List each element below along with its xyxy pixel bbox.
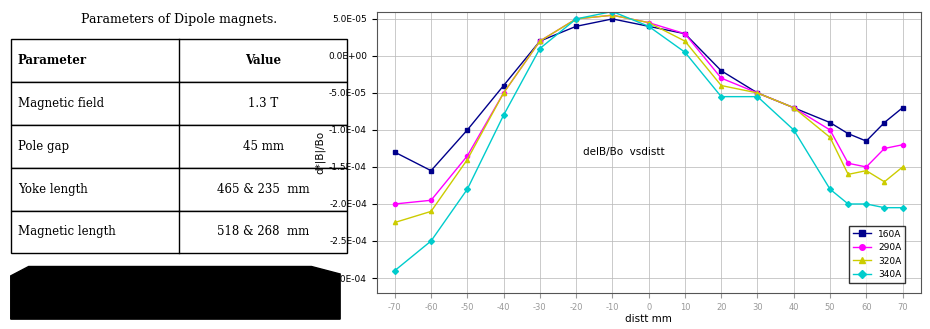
160A bbox=[716, 69, 727, 73]
290A bbox=[861, 165, 872, 169]
320A bbox=[607, 13, 618, 17]
Line: 340A: 340A bbox=[392, 10, 905, 273]
160A bbox=[644, 24, 655, 28]
340A bbox=[897, 206, 909, 210]
340A bbox=[825, 187, 836, 191]
Line: 160A: 160A bbox=[392, 17, 905, 173]
160A bbox=[752, 91, 764, 95]
Text: delB/Bo  vsdistt: delB/Bo vsdistt bbox=[583, 147, 665, 157]
290A bbox=[716, 76, 727, 80]
340A bbox=[607, 10, 618, 13]
340A bbox=[426, 239, 437, 243]
Polygon shape bbox=[11, 266, 340, 319]
Bar bbox=[11, 211, 347, 253]
340A bbox=[571, 17, 582, 21]
290A bbox=[644, 21, 655, 25]
Bar bbox=[11, 39, 347, 82]
Bar bbox=[11, 125, 347, 168]
Bar bbox=[11, 168, 347, 211]
320A bbox=[752, 91, 764, 95]
290A bbox=[426, 198, 437, 202]
340A bbox=[789, 128, 800, 132]
160A bbox=[879, 121, 890, 125]
Text: 1.3 T: 1.3 T bbox=[248, 97, 278, 110]
Text: 465 & 235  mm: 465 & 235 mm bbox=[217, 183, 310, 196]
160A bbox=[571, 24, 582, 28]
290A bbox=[752, 91, 764, 95]
340A bbox=[534, 47, 545, 51]
Text: 518 & 268  mm: 518 & 268 mm bbox=[217, 225, 310, 239]
290A bbox=[789, 106, 800, 110]
Text: Magnetic field: Magnetic field bbox=[18, 97, 104, 110]
340A bbox=[843, 202, 854, 206]
Bar bbox=[11, 82, 347, 125]
Text: 45 mm: 45 mm bbox=[243, 140, 284, 153]
320A bbox=[390, 220, 401, 224]
340A bbox=[679, 50, 690, 54]
160A bbox=[679, 32, 690, 36]
290A bbox=[607, 13, 618, 17]
340A bbox=[462, 187, 473, 191]
Legend: 160A, 290A, 320A, 340A: 160A, 290A, 320A, 340A bbox=[849, 226, 905, 283]
320A bbox=[879, 180, 890, 184]
290A bbox=[879, 146, 890, 150]
340A bbox=[390, 268, 401, 272]
290A bbox=[843, 161, 854, 165]
320A bbox=[571, 17, 582, 21]
160A bbox=[861, 139, 872, 143]
290A bbox=[498, 91, 510, 95]
340A bbox=[861, 202, 872, 206]
290A bbox=[897, 143, 909, 147]
160A bbox=[897, 106, 909, 110]
290A bbox=[390, 202, 401, 206]
160A bbox=[534, 39, 545, 43]
Text: Parameter: Parameter bbox=[18, 54, 87, 67]
320A bbox=[716, 84, 727, 88]
Text: Parameters of Dipole magnets.: Parameters of Dipole magnets. bbox=[81, 13, 277, 26]
340A bbox=[644, 24, 655, 28]
Line: 290A: 290A bbox=[392, 13, 905, 206]
160A bbox=[390, 150, 401, 154]
290A bbox=[534, 39, 545, 43]
160A bbox=[825, 121, 836, 125]
320A bbox=[534, 39, 545, 43]
340A bbox=[498, 113, 510, 117]
160A bbox=[843, 132, 854, 136]
X-axis label: distt mm: distt mm bbox=[625, 314, 672, 324]
290A bbox=[571, 17, 582, 21]
320A bbox=[462, 158, 473, 162]
340A bbox=[879, 206, 890, 210]
320A bbox=[498, 91, 510, 95]
320A bbox=[843, 172, 854, 176]
340A bbox=[716, 95, 727, 99]
160A bbox=[462, 128, 473, 132]
340A bbox=[752, 95, 764, 99]
290A bbox=[462, 154, 473, 158]
290A bbox=[679, 32, 690, 36]
Y-axis label: d*|B|/Bo: d*|B|/Bo bbox=[314, 131, 326, 174]
Text: Pole gap: Pole gap bbox=[18, 140, 69, 153]
160A bbox=[607, 17, 618, 21]
160A bbox=[498, 84, 510, 88]
Text: Value: Value bbox=[246, 54, 281, 67]
320A bbox=[861, 169, 872, 173]
160A bbox=[789, 106, 800, 110]
320A bbox=[426, 210, 437, 214]
290A bbox=[825, 128, 836, 132]
Line: 320A: 320A bbox=[392, 13, 905, 225]
320A bbox=[897, 165, 909, 169]
320A bbox=[789, 106, 800, 110]
320A bbox=[679, 39, 690, 43]
Text: Magnetic length: Magnetic length bbox=[18, 225, 115, 239]
320A bbox=[825, 136, 836, 139]
160A bbox=[426, 169, 437, 173]
Text: Yoke length: Yoke length bbox=[18, 183, 87, 196]
320A bbox=[644, 21, 655, 25]
